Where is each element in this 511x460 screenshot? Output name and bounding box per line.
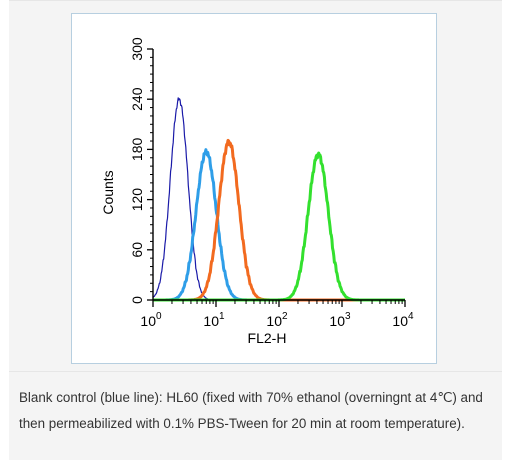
figure-caption: Blank control (blue line): HL60 (fixed w… [9, 371, 502, 460]
figure-frame: 0 60 120 180 240 300 100 101 102 103 104 Counts FL2-… [71, 13, 437, 364]
figure-area: 0 60 120 180 240 300 100 101 102 103 104 Counts FL2-… [9, 0, 502, 372]
x-tick-label: 104 [392, 311, 414, 329]
x-tick-label: 100 [140, 311, 162, 329]
y-tick-label: 180 [129, 138, 145, 162]
x-tick-label: 102 [266, 311, 288, 329]
y-tick-label: 240 [129, 87, 145, 111]
series-line-2 [152, 148, 406, 302]
flow-histogram-chart: 0 60 120 180 240 300 100 101 102 103 104 Counts FL2-… [100, 37, 414, 346]
x-tick-label: 101 [203, 311, 225, 329]
y-axis-title: Counts [100, 170, 116, 214]
y-tick-label: 300 [129, 37, 145, 61]
figure-card: 0 60 120 180 240 300 100 101 102 103 104 Counts FL2-… [9, 0, 502, 460]
y-tick-label: 60 [129, 242, 145, 258]
series-line-1 [152, 97, 405, 301]
x-tick-label: 103 [329, 311, 351, 329]
y-tick-label: 0 [129, 296, 145, 304]
y-tick-label: 120 [129, 188, 145, 212]
x-axis-title: FL2-H [248, 330, 287, 346]
series-line-4 [152, 151, 406, 302]
